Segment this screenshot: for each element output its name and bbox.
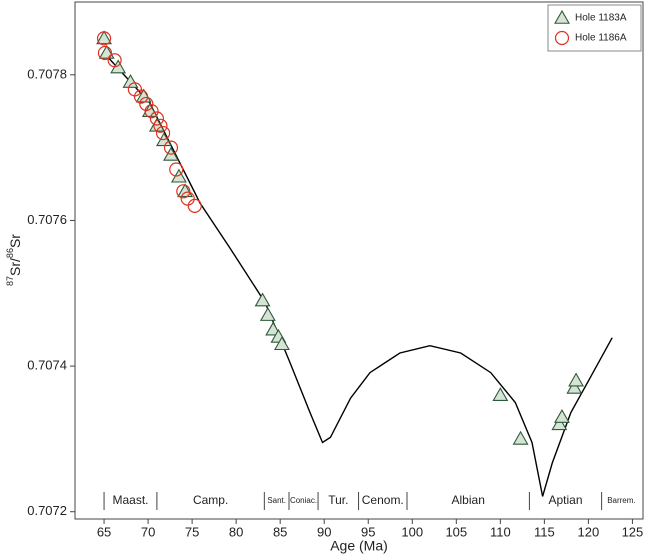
legend-label: Hole 1186A bbox=[575, 33, 627, 44]
point bbox=[568, 372, 585, 387]
point bbox=[254, 292, 271, 307]
point bbox=[259, 307, 276, 321]
stage-label: Tur. bbox=[328, 493, 348, 507]
point bbox=[163, 140, 179, 155]
point bbox=[187, 198, 202, 213]
legend-label: Hole 1183A bbox=[575, 13, 627, 24]
point bbox=[122, 73, 139, 88]
curve bbox=[103, 52, 613, 497]
point bbox=[96, 31, 112, 46]
legend-marker bbox=[554, 9, 570, 24]
y-axis-label-part: 87 bbox=[5, 276, 15, 286]
point bbox=[273, 336, 290, 351]
point bbox=[554, 408, 570, 423]
stage-label: Cenom. bbox=[362, 493, 404, 507]
point bbox=[96, 30, 113, 45]
point bbox=[107, 53, 122, 68]
point bbox=[176, 184, 191, 199]
point bbox=[149, 111, 164, 126]
stage-label: Barrem. bbox=[607, 496, 635, 505]
stage-label: Maast. bbox=[112, 493, 148, 507]
stage-label: Coniac. bbox=[290, 496, 317, 505]
stage-label: Aptian bbox=[548, 493, 582, 507]
y-axis-label-part: Sr/ bbox=[7, 258, 23, 276]
plot-frame bbox=[74, 1, 644, 520]
point bbox=[155, 125, 171, 141]
x-tick-label: 65 bbox=[97, 524, 111, 539]
stage-label: Sant. bbox=[267, 496, 286, 505]
x-axis-label: Age (Ma) bbox=[330, 538, 388, 554]
stage-label: Albian bbox=[452, 493, 485, 507]
y-axis-label-part: 86 bbox=[5, 248, 15, 258]
x-tick-label: 125 bbox=[622, 524, 644, 539]
y-tick-label: 0.7078 bbox=[27, 66, 67, 81]
y-axis-label-part: Sr bbox=[7, 234, 23, 248]
x-tick-label: 85 bbox=[273, 524, 287, 539]
x-tick-label: 105 bbox=[445, 524, 467, 539]
x-tick-label: 120 bbox=[578, 524, 600, 539]
point bbox=[153, 118, 168, 133]
x-tick-label: 90 bbox=[317, 524, 331, 539]
x-tick-label: 75 bbox=[185, 524, 199, 539]
point bbox=[169, 162, 184, 177]
point bbox=[133, 89, 149, 104]
point bbox=[144, 104, 159, 119]
y-axis-label: 87Sr/86Sr bbox=[5, 234, 22, 286]
x-tick-label: 70 bbox=[141, 524, 155, 539]
point bbox=[551, 416, 568, 431]
legend-marker bbox=[554, 30, 570, 46]
point bbox=[139, 96, 154, 112]
y-tick-label: 0.7076 bbox=[27, 212, 67, 227]
stage-label: Camp. bbox=[193, 493, 228, 507]
point bbox=[177, 183, 194, 198]
x-tick-label: 100 bbox=[401, 524, 423, 539]
point bbox=[265, 321, 282, 336]
point bbox=[512, 430, 529, 445]
y-tick-label: 0.7072 bbox=[27, 503, 67, 518]
point bbox=[97, 45, 113, 61]
x-tick-label: 110 bbox=[490, 524, 511, 539]
point bbox=[566, 379, 583, 394]
point bbox=[492, 387, 509, 402]
x-tick-label: 95 bbox=[361, 524, 375, 539]
x-tick-label: 80 bbox=[229, 524, 243, 539]
x-tick-label: 115 bbox=[534, 524, 555, 539]
y-tick-label: 0.7074 bbox=[27, 358, 67, 373]
